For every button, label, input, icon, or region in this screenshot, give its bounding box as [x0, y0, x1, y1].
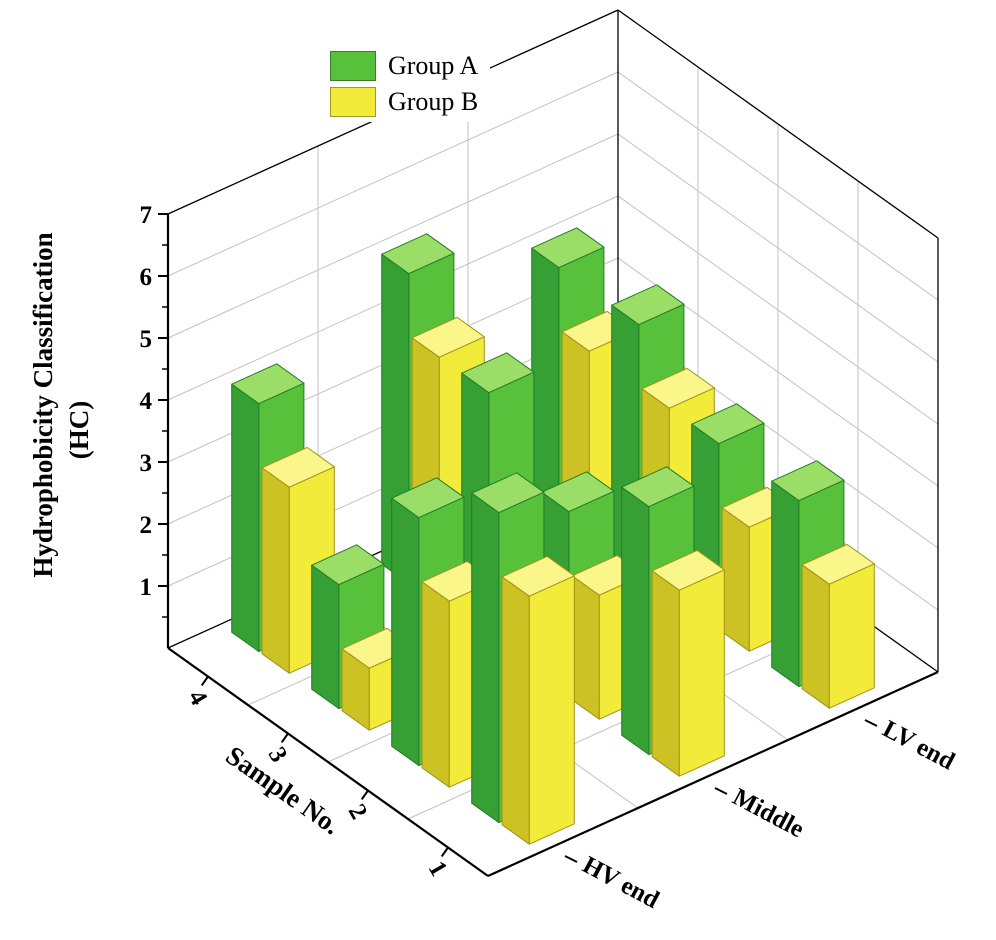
bar-face-top — [381, 233, 455, 275]
sample-axis-line — [167, 647, 489, 877]
sample-axis-tick — [280, 732, 289, 743]
bar-face-top — [621, 466, 695, 508]
edge-top-right — [617, 9, 939, 239]
legend-swatch-group-b — [330, 87, 376, 117]
bar-face-left — [311, 564, 340, 710]
bar-face-top — [261, 446, 335, 488]
position-axis-line — [487, 670, 939, 878]
bar-face-right — [528, 575, 575, 845]
bar-face-left — [651, 570, 680, 777]
bar-face-left — [421, 581, 450, 788]
bar-face-right — [828, 563, 875, 709]
bar-face-top — [641, 367, 715, 409]
bar-face-top — [391, 477, 465, 519]
value-tick-label: 1 — [140, 574, 153, 601]
value-axis-title: Hydrophobicity Classification (HC) — [28, 232, 94, 577]
value-tick-label: 6 — [140, 264, 153, 291]
sample-axis-tick — [200, 675, 209, 686]
bar-face-top — [531, 227, 605, 269]
bar-face-left — [471, 492, 500, 824]
bar-face-top — [501, 555, 575, 597]
bar-face-left — [261, 467, 290, 674]
bar-group-b-sample-1-hv-end — [501, 555, 575, 845]
bar-face-left — [391, 497, 420, 767]
bar-face-top — [801, 543, 875, 585]
legend-swatch-group-a — [330, 51, 376, 81]
bar-face-top — [411, 316, 485, 358]
bar-face-left — [571, 575, 600, 720]
value-tick-label: 5 — [140, 326, 153, 353]
bar-face-top — [771, 460, 845, 502]
legend: Group A Group B — [318, 46, 491, 122]
legend-label-group-a: Group A — [388, 51, 479, 80]
bar-group-b-sample-1-lv-end — [801, 543, 875, 709]
value-axis-title-line2: (HC) — [64, 401, 94, 459]
position-axis-tick — [564, 855, 578, 863]
sample-axis-tick — [440, 846, 449, 857]
legend-item-group-b: Group B — [330, 87, 478, 117]
legend-label-group-b: Group B — [388, 87, 479, 116]
bar-face-left — [721, 507, 750, 652]
value-tick-label: 2 — [140, 512, 153, 539]
bar-face-top — [611, 284, 685, 326]
value-tick-label: 3 — [140, 450, 153, 477]
value-tick-label: 7 — [140, 202, 153, 229]
value-axis-title-line1: Hydrophobicity Classification — [28, 232, 58, 577]
legend-item-group-a: Group A — [330, 51, 478, 81]
bar-face-right — [678, 569, 725, 777]
bar-face-top — [471, 472, 545, 514]
bar-face-top — [461, 352, 535, 394]
bar-face-top — [691, 403, 765, 445]
bar-face-top — [311, 544, 385, 586]
position-axis-tick — [864, 719, 878, 727]
bar-face-left — [771, 480, 800, 688]
bar-face-left — [621, 486, 650, 756]
position-axis-tick — [714, 787, 728, 795]
sample-axis-tick — [360, 789, 369, 800]
bar-face-left — [531, 247, 560, 517]
bar-face-top — [231, 363, 305, 405]
bar-face-left — [501, 576, 530, 845]
bar-group-b-sample-1-middle — [651, 549, 725, 777]
value-tick-label: 4 — [140, 388, 153, 415]
bar-face-left — [801, 564, 830, 709]
bars — [231, 227, 875, 845]
value-axis: 1 2 3 4 5 6 7 — [140, 202, 168, 618]
bar-face-top — [541, 471, 615, 513]
bar-face-top — [651, 549, 725, 591]
bar-face-left — [231, 383, 260, 653]
